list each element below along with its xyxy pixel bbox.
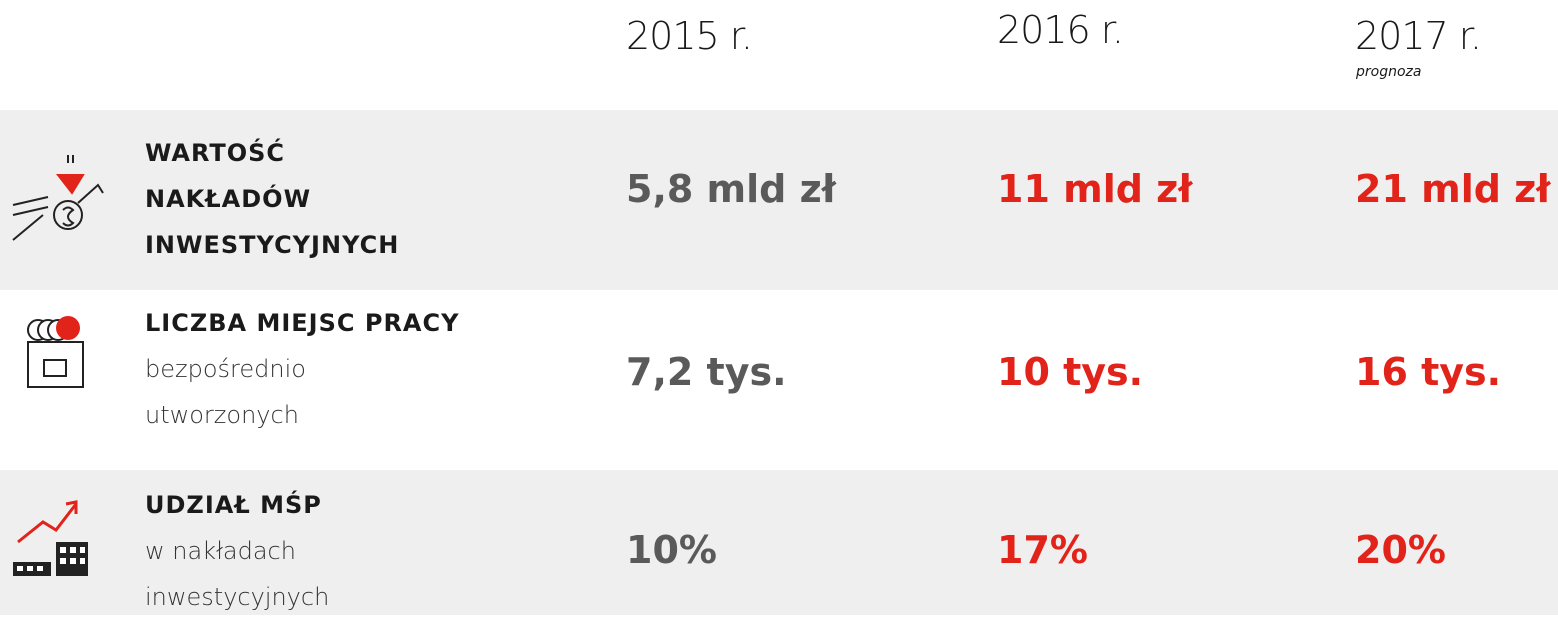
column-note: prognoza: [1356, 64, 1422, 80]
row-title: LICZBA MIEJSC PRACY: [145, 309, 460, 337]
row-label: UDZIAŁ MŚP w nakładach inwestycyjnych: [145, 482, 329, 620]
cell-value: 21 mld zł: [1355, 167, 1551, 211]
table-row: UDZIAŁ MŚP w nakładach inwestycyjnych 10…: [0, 470, 1558, 615]
table-row: LICZBA MIEJSC PRACY bezpośrednio utworzo…: [0, 290, 1558, 470]
row-description: inwestycyjnych: [145, 583, 330, 611]
people-icon: [27, 316, 84, 388]
column-year: 2015 r.: [626, 14, 753, 58]
column-year: 2016 r.: [997, 8, 1124, 52]
row-label: WARTOŚĆ NAKŁADÓW INWESTYCYJNYCH: [145, 130, 399, 268]
column-year: 2017 r.: [1355, 14, 1482, 58]
cell-value: 10 tys.: [997, 350, 1144, 394]
cell-value: 17%: [997, 528, 1088, 572]
table-row: WARTOŚĆ NAKŁADÓW INWESTYCYJNYCH 5,8 mld …: [0, 110, 1558, 290]
row-title: UDZIAŁ MŚP: [145, 491, 322, 519]
row-title: NAKŁADÓW: [145, 185, 312, 213]
cell-value: 16 tys.: [1355, 350, 1502, 394]
cell-value: 11 mld zł: [997, 167, 1193, 211]
row-title: WARTOŚĆ: [145, 139, 286, 167]
cell-value: 7,2 tys.: [626, 350, 787, 394]
row-description: w nakładach: [145, 537, 296, 565]
cell-value: 20%: [1355, 528, 1446, 572]
growth-icon: [13, 500, 88, 576]
row-description: utworzonych: [145, 401, 299, 429]
cell-value: 10%: [626, 528, 717, 572]
row-description: bezpośrednio: [145, 355, 306, 383]
invest-icon: [12, 155, 104, 241]
row-label: LICZBA MIEJSC PRACY bezpośrednio utworzo…: [145, 300, 460, 438]
cell-value: 5,8 mld zł: [626, 167, 836, 211]
row-title: INWESTYCYJNYCH: [145, 231, 400, 259]
